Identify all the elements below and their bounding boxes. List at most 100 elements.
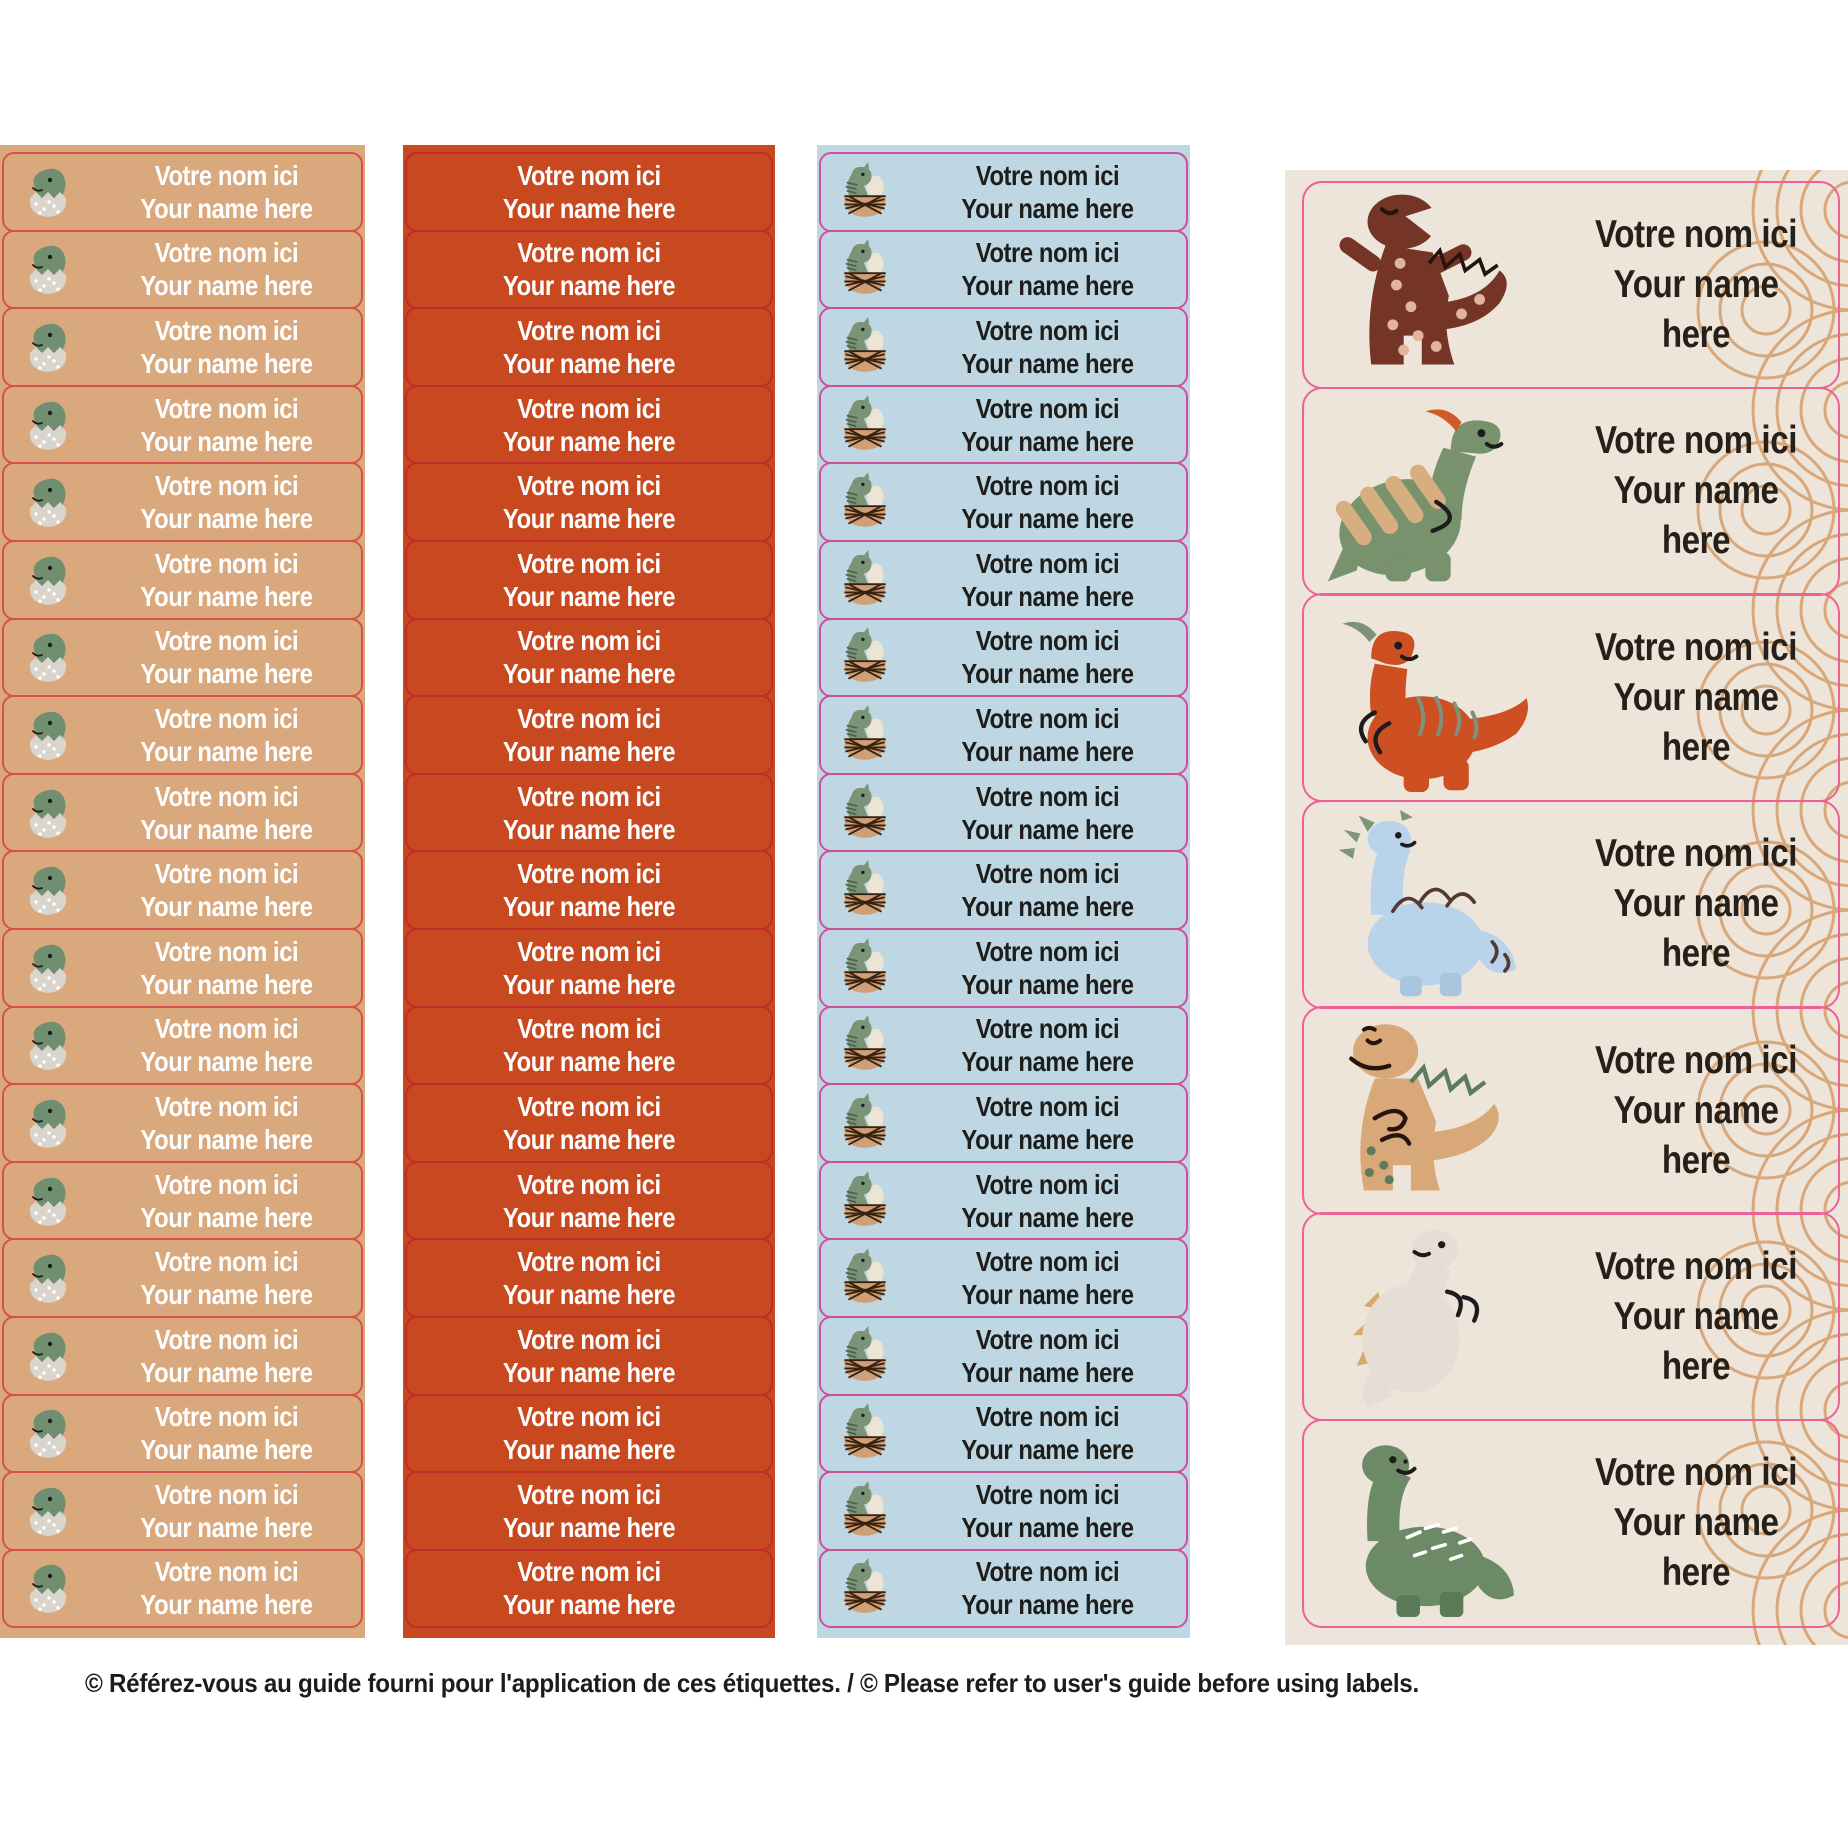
label-line1: Votre nom ici [154,314,299,346]
name-label: Votre nom ici Your name here [819,152,1188,232]
label-text: Votre nom ici Your name here [434,469,743,535]
label-text: Votre nom ici Your name here [930,1323,1165,1389]
label-line2: Your name here [502,1511,676,1543]
label-text: Votre nom ici Your name here [1575,210,1816,360]
label-text: Votre nom ici Your name here [112,1168,341,1234]
name-label: Votre nom ici Your name here [405,229,773,310]
label-line1: Votre nom ici [154,625,299,657]
label-text: Votre nom ici Your name here [112,1478,341,1544]
label-line2: Your name here [1613,675,1779,769]
label-text: Votre nom ici Your name here [930,314,1165,380]
label-column-blue: Votre nom ici Your name here Votre nom ic… [817,145,1190,1638]
label-line2: Your name here [1613,1501,1779,1595]
label-line2: Your name here [140,1046,313,1078]
label-line1: Votre nom ici [975,858,1120,890]
label-line1: Votre nom ici [517,237,661,269]
dino-hatchling-egg-icon [4,1403,92,1463]
label-text: Votre nom ici Your name here [112,547,341,613]
label-text: Votre nom ici Your name here [434,857,743,923]
name-label: Votre nom ici Your name here [405,462,773,542]
label-line1: Votre nom ici [154,1168,299,1200]
label-text: Votre nom ici Your name here [930,392,1165,458]
label-line1: Votre nom ici [1594,1451,1798,1495]
label-line1: Votre nom ici [517,392,661,424]
name-label: Votre nom ici Your name here [819,1160,1188,1241]
label-text: Votre nom ici Your name here [112,159,341,225]
label-line2: Your name here [140,1511,313,1543]
dino-nest-egg-icon [821,626,909,688]
label-line1: Votre nom ici [975,159,1120,191]
label-text: Votre nom ici Your name here [112,702,341,768]
label-line2: Your name here [140,503,313,535]
label-text: Votre nom ici Your name here [112,1400,341,1466]
label-text: Votre nom ici Your name here [1575,623,1816,773]
label-text: Votre nom ici Your name here [112,780,341,846]
name-label: Votre nom ici Your name here [2,307,363,387]
label-text: Votre nom ici Your name here [434,1400,743,1466]
label-column-cream: Votre nom ici Your name here Votre nom ic… [1285,170,1848,1645]
dino-hatchling-egg-icon [4,239,92,299]
dino-nest-egg-icon [821,1325,909,1387]
name-label: Votre nom ici Your name here [405,1548,773,1629]
name-label: Votre nom ici Your name here [2,927,363,1008]
dino-nest-egg-icon [821,1402,909,1464]
label-text: Votre nom ici Your name here [434,624,743,690]
label-line2: Your name here [961,1356,1134,1388]
label-line1: Votre nom ici [975,1013,1120,1045]
dino-nest-egg-icon [821,394,909,456]
name-label: Votre nom ici Your name here [819,850,1188,930]
label-line2: Your name here [502,1356,676,1388]
label-text: Votre nom ici Your name here [112,1555,341,1621]
label-text: Votre nom ici Your name here [930,1245,1165,1311]
label-line1: Votre nom ici [154,159,299,191]
label-line1: Votre nom ici [517,314,661,346]
name-label: Votre nom ici Your name here [2,1393,363,1474]
label-line2: Your name here [502,735,676,767]
label-text: Votre nom ici Your name here [434,1478,743,1544]
label-line1: Votre nom ici [1594,625,1798,669]
label-text: Votre nom ici Your name here [930,159,1165,225]
label-line2: Your name here [140,1434,313,1466]
label-line1: Votre nom ici [975,935,1120,967]
label-line2: Your name here [140,891,313,923]
dino-nest-egg-icon [821,859,909,921]
name-label: Votre nom ici Your name here [819,1471,1188,1551]
label-text: Votre nom ici Your name here [930,547,1165,613]
dino-hatchling-egg-icon [4,472,92,532]
label-text: Votre nom ici Your name here [930,1555,1165,1621]
dino-nest-egg-icon [821,316,909,378]
name-label: Votre nom ici Your name here [819,772,1188,853]
dino-nest-egg-icon [821,1247,909,1309]
orange-parasaurolophus-icon [1304,604,1554,792]
label-text: Votre nom ici Your name here [930,1168,1165,1234]
dino-hatchling-egg-icon [4,1093,92,1153]
label-line1: Votre nom ici [154,1478,299,1510]
dino-hatchling-egg-icon [4,783,92,843]
label-line1: Votre nom ici [975,625,1120,657]
label-line2: Your name here [961,1201,1134,1233]
name-label: Votre nom ici Your name here [2,1160,363,1241]
label-line2: Your name here [961,1511,1134,1543]
label-line2: Your name here [502,503,676,535]
tan-trex-icon [1304,1017,1554,1205]
name-label: Votre nom ici Your name here [2,229,363,310]
label-line1: Votre nom ici [517,1246,661,1278]
label-text: Votre nom ici Your name here [1575,416,1816,566]
label-line2: Your name here [140,1279,313,1311]
label-line1: Votre nom ici [975,702,1120,734]
label-line1: Votre nom ici [975,314,1120,346]
name-label: Votre nom ici Your name here [819,1548,1188,1629]
label-text: Votre nom ici Your name here [930,1012,1165,1078]
label-column-red: Votre nom ici Your name here Votre nom ici… [403,145,775,1638]
name-label-large: Votre nom ici Your name here [1302,593,1840,803]
label-line1: Votre nom ici [154,1090,299,1122]
dino-nest-egg-icon [821,238,909,300]
label-line2: Your name here [1613,469,1779,563]
label-text: Votre nom ici Your name here [112,314,341,380]
label-text: Votre nom ici Your name here [434,547,743,613]
name-label: Votre nom ici Your name here [405,307,773,387]
label-line1: Votre nom ici [975,547,1120,579]
usage-note: © Référez-vous au guide fourni pour l'ap… [85,1668,1419,1698]
label-line1: Votre nom ici [1594,212,1798,256]
name-label: Votre nom ici Your name here [405,539,773,620]
